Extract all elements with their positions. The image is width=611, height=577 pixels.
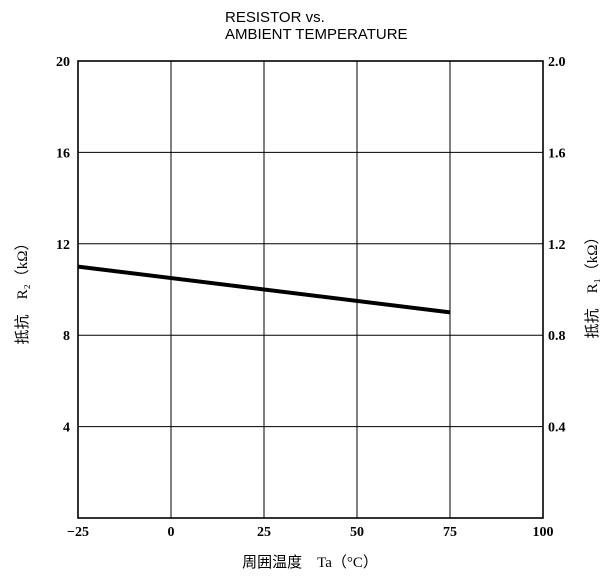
x-tick-label: 100 <box>533 525 554 540</box>
y-right-tick-labels: 2.0 1.6 1.2 0.8 0.4 <box>548 55 566 436</box>
y-right-tick-label: 0.4 <box>548 421 566 436</box>
x-tick-label: 50 <box>350 525 364 540</box>
y-left-tick-label: 20 <box>56 55 70 70</box>
grid <box>78 61 543 518</box>
y-left-tick-label: 4 <box>63 421 70 436</box>
x-axis-label: 周囲温度 Ta（°C） <box>242 554 378 571</box>
y-right-tick-label: 2.0 <box>548 55 566 70</box>
series-line-0 <box>77 264 451 315</box>
y-right-tick-label: 1.6 <box>548 146 566 161</box>
x-tick-label: −25 <box>67 525 89 540</box>
chart-title-line-1: RESISTOR vs. <box>225 9 325 26</box>
x-tick-label: 0 <box>168 525 175 540</box>
y-axis-label-left: 抵抗 R₂（kΩ） <box>14 236 31 345</box>
y-left-tick-label: 16 <box>56 146 70 161</box>
y-right-tick-label: 1.2 <box>548 238 566 253</box>
plot-frame <box>77 60 544 519</box>
chart-title-line-2: AMBIENT TEMPERATURE <box>225 26 408 43</box>
y-left-tick-label: 12 <box>56 238 70 253</box>
x-tick-label: 75 <box>443 525 457 540</box>
x-tick-label: 25 <box>257 525 271 540</box>
y-left-tick-labels: 20 16 12 8 4 <box>56 55 70 436</box>
y-axis-label-right: 抵抗 R₁（kΩ） <box>584 230 601 339</box>
y-right-tick-label: 0.8 <box>548 329 566 344</box>
y-left-tick-label: 8 <box>63 329 70 344</box>
x-tick-labels: −25 0 25 50 75 100 <box>67 525 553 540</box>
series-group <box>77 264 451 315</box>
